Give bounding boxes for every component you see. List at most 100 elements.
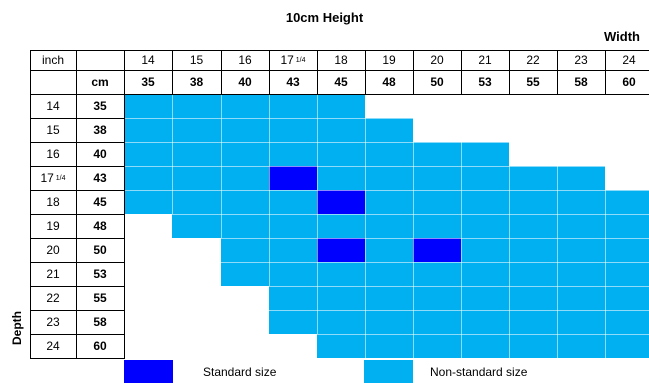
- non-standard-size-cell: [461, 334, 509, 358]
- width-cm-label: 40: [238, 75, 252, 89]
- non-standard-size-cell: [461, 238, 509, 262]
- grid-line: [413, 286, 414, 310]
- grid-line: [269, 262, 270, 286]
- non-standard-size-cell: [365, 166, 413, 190]
- grid-line: [557, 214, 558, 238]
- table-line: [509, 50, 510, 94]
- non-standard-size-cell: [269, 310, 317, 334]
- grid-line: [172, 142, 173, 166]
- non-standard-size-cell: [413, 310, 461, 334]
- grid-line: [461, 142, 462, 166]
- non-standard-size-cell: [509, 238, 557, 262]
- grid-line: [317, 262, 318, 286]
- width-inch-label: 21: [478, 53, 492, 67]
- standard-size-swatch: [124, 360, 173, 383]
- non-standard-size-cell: [509, 262, 557, 286]
- grid-line: [557, 190, 558, 214]
- non-standard-size-cell: [557, 286, 605, 310]
- grid-line: [605, 214, 606, 238]
- grid-line: [509, 214, 510, 238]
- non-standard-size-cell: [221, 262, 269, 286]
- grid-line: [461, 238, 462, 262]
- grid-line: [269, 286, 649, 287]
- grid-line: [557, 334, 558, 358]
- grid-line: [365, 238, 366, 262]
- width-inch-label: 23: [574, 53, 588, 67]
- non-standard-size-cell: [365, 142, 413, 166]
- non-standard-size-cell: [557, 238, 605, 262]
- width-inch-label: 24: [622, 53, 636, 67]
- table-line: [461, 50, 462, 94]
- width-cm-label: 58: [574, 75, 588, 89]
- grid-line: [509, 166, 510, 190]
- grid-line: [124, 118, 649, 119]
- grid-line: [605, 310, 606, 334]
- table-line: [172, 50, 173, 94]
- non-standard-size-cell: [509, 310, 557, 334]
- non-standard-size-cell: [557, 166, 605, 190]
- width-inch-label: 20: [430, 53, 444, 67]
- grid-line: [269, 310, 649, 311]
- table-line: [30, 310, 124, 311]
- grid-line: [413, 262, 414, 286]
- table-line: [605, 50, 606, 94]
- grid-line: [461, 166, 462, 190]
- non-standard-size-cell: [461, 286, 509, 310]
- grid-line: [221, 166, 222, 190]
- grid-line: [365, 262, 366, 286]
- non-standard-size-cell: [172, 94, 221, 118]
- grid-line: [509, 262, 510, 286]
- non-standard-size-cell: [557, 310, 605, 334]
- non-standard-size-cell: [365, 118, 413, 142]
- non-standard-size-cell: [269, 286, 317, 310]
- depth-cm-label: 55: [93, 291, 107, 305]
- grid-line: [461, 286, 462, 310]
- grid-line: [461, 262, 462, 286]
- depth-cm-label: 35: [93, 99, 107, 113]
- width-cm-label: 43: [286, 75, 300, 89]
- grid-line: [605, 190, 606, 214]
- non-standard-size-cell: [557, 262, 605, 286]
- depth-cm-label: 40: [93, 147, 107, 161]
- grid-line: [221, 94, 222, 118]
- non-standard-size-cell: [269, 238, 317, 262]
- table-line: [30, 50, 649, 51]
- non-standard-size-cell: [509, 166, 557, 190]
- non-standard-size-cell: [365, 214, 413, 238]
- grid-line: [269, 190, 270, 214]
- grid-line: [365, 334, 366, 358]
- grid-line: [221, 262, 649, 263]
- depth-inch-label: 20: [46, 243, 60, 257]
- width-inch-label: 14: [141, 53, 155, 67]
- non-standard-size-cell: [269, 142, 317, 166]
- table-line: [30, 50, 31, 358]
- depth-inch-label: 17 1/4: [40, 171, 66, 185]
- grid-line: [317, 334, 649, 335]
- table-line: [30, 358, 124, 359]
- non-standard-size-cell: [221, 142, 269, 166]
- grid-line: [269, 166, 270, 190]
- non-standard-size-cell: [221, 214, 269, 238]
- non-standard-size-cell: [461, 190, 509, 214]
- table-line: [317, 50, 318, 94]
- non-standard-size-cell: [365, 262, 413, 286]
- grid-line: [461, 334, 462, 358]
- non-standard-size-cell: [557, 214, 605, 238]
- depth-cm-label: 45: [93, 195, 107, 209]
- grid-line: [413, 214, 414, 238]
- grid-line: [221, 142, 222, 166]
- non-standard-size-cell: [221, 166, 269, 190]
- non-standard-size-cell: [413, 262, 461, 286]
- grid-line: [221, 214, 222, 238]
- non-standard-size-cell: [461, 142, 509, 166]
- non-standard-size-cell: [124, 94, 172, 118]
- grid-line: [605, 262, 606, 286]
- grid-line: [557, 286, 558, 310]
- grid-line: [172, 166, 173, 190]
- grid-line: [124, 166, 649, 167]
- non-standard-size-cell: [172, 166, 221, 190]
- non-standard-size-cell: [124, 142, 172, 166]
- standard-size-cell: [413, 238, 461, 262]
- non-standard-size-cell: [461, 262, 509, 286]
